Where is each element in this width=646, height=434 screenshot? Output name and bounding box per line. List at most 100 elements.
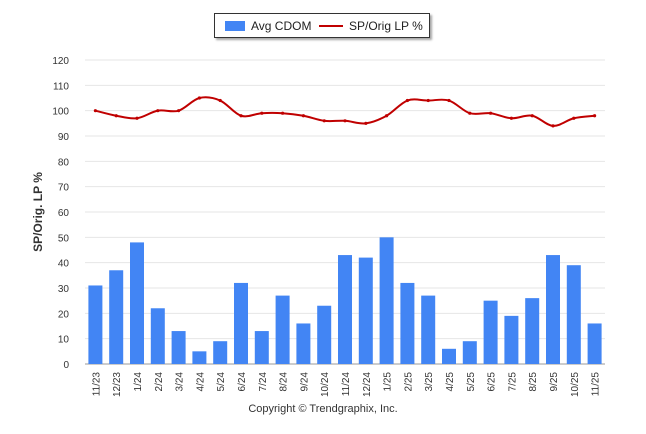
bar[interactable]	[462, 341, 477, 364]
y-tick-label: 120	[52, 56, 69, 67]
x-tick-label: 11/23	[91, 372, 102, 397]
x-tick-label: 3/24	[175, 372, 186, 392]
x-tick-label: 11/25	[591, 372, 602, 397]
bar[interactable]	[171, 331, 186, 364]
x-tick-label: 9/24	[299, 372, 310, 392]
legend-line-swatch	[319, 25, 343, 27]
line-point[interactable]	[593, 114, 597, 118]
line-point[interactable]	[385, 114, 389, 118]
line-point[interactable]	[156, 109, 160, 113]
line-point[interactable]	[509, 116, 513, 120]
bar[interactable]	[379, 237, 394, 364]
x-tick-label: 10/24	[320, 372, 331, 397]
y-tick-label: 10	[58, 335, 70, 346]
bar[interactable]	[275, 295, 290, 364]
y-tick-label: 110	[53, 81, 69, 92]
line-point[interactable]	[364, 121, 368, 125]
copyright-footer: Copyright © Trendgraphix, Inc.	[248, 403, 398, 415]
legend-bar-label: Avg CDOM	[251, 19, 312, 33]
bar[interactable]	[483, 300, 498, 364]
x-tick-label: 8/24	[279, 372, 290, 392]
line-point[interactable]	[530, 114, 534, 118]
line-point[interactable]	[281, 111, 285, 115]
legend: Avg CDOM SP/Orig LP %	[214, 13, 430, 38]
x-tick-label: 2/24	[154, 372, 165, 392]
bar-series-avg-cdom	[88, 237, 602, 364]
bar[interactable]	[587, 323, 602, 364]
y-tick-label: 40	[58, 259, 70, 270]
line-point[interactable]	[551, 124, 555, 128]
bar[interactable]	[338, 255, 352, 364]
line-point[interactable]	[572, 116, 576, 120]
bar[interactable]	[192, 351, 207, 364]
y-tick-label: 30	[58, 284, 70, 295]
line-point[interactable]	[218, 98, 222, 103]
bar[interactable]	[546, 255, 560, 364]
x-tick-label: 7/24	[258, 372, 269, 392]
bar[interactable]	[504, 315, 519, 364]
line-point[interactable]	[426, 98, 430, 103]
x-tick-label: 10/25	[570, 372, 581, 397]
y-tick-label: 50	[58, 233, 70, 244]
y-tick-label: 90	[58, 132, 70, 143]
legend-item-sp-orig-lp[interactable]: SP/Orig LP %	[319, 19, 423, 33]
bar[interactable]	[130, 242, 144, 364]
x-tick-label: 5/25	[466, 372, 477, 392]
bar[interactable]	[566, 265, 581, 364]
bar[interactable]	[421, 295, 436, 364]
bar[interactable]	[109, 270, 124, 364]
x-tick-label: 1/25	[383, 372, 394, 392]
line-point[interactable]	[114, 114, 118, 118]
line-point[interactable]	[447, 98, 451, 103]
x-tick-label: 7/25	[507, 372, 518, 392]
x-tick-label: 2/25	[403, 372, 414, 392]
line-point[interactable]	[322, 119, 326, 123]
line-point[interactable]	[93, 109, 97, 113]
line-point[interactable]	[239, 114, 243, 118]
x-tick-label: 9/25	[549, 372, 560, 392]
bar[interactable]	[254, 331, 269, 364]
line-point[interactable]	[301, 114, 305, 118]
x-tick-label: 1/24	[133, 372, 144, 392]
line-series-sp-orig-lp	[93, 96, 597, 128]
bar[interactable]	[358, 257, 373, 364]
x-tick-label: 12/23	[112, 372, 123, 397]
x-tick-label: 6/25	[487, 372, 498, 392]
bar[interactable]	[150, 308, 165, 364]
y-tick-label: 0	[63, 360, 69, 371]
bar[interactable]	[234, 282, 248, 364]
bar[interactable]	[400, 282, 415, 364]
x-tick-label: 4/25	[445, 372, 456, 392]
x-tick-label: 12/24	[362, 372, 373, 397]
x-tick-label: 3/25	[424, 372, 435, 392]
line-point[interactable]	[135, 116, 139, 120]
line-point[interactable]	[405, 98, 409, 103]
y-tick-label: 80	[58, 157, 70, 168]
y-tick-label: 100	[52, 107, 69, 118]
x-tick-label: 4/24	[195, 372, 206, 392]
legend-item-avg-cdom[interactable]: Avg CDOM	[225, 19, 311, 33]
bar[interactable]	[213, 341, 228, 364]
line-point[interactable]	[177, 109, 181, 113]
x-axis-ticks: 11/23 12/23 1/24 2/24 3/24 4/24 5/24 6/24 7/24 8/…	[91, 372, 601, 397]
bar[interactable]	[296, 323, 311, 364]
line-point[interactable]	[197, 96, 201, 100]
bar[interactable]	[317, 305, 332, 364]
x-tick-label: 6/24	[237, 372, 248, 392]
y-tick-label: 70	[58, 183, 70, 194]
y-axis-label: SP/Orig. LP %	[31, 172, 45, 252]
legend-bar-swatch	[225, 21, 245, 31]
line-point[interactable]	[489, 111, 493, 115]
x-tick-label: 8/25	[528, 372, 539, 392]
y-tick-label: 20	[58, 309, 70, 320]
line-point[interactable]	[260, 111, 264, 115]
y-axis-ticks: 0 10 20 30 40 50 60 70 80 90 100 110 120	[52, 56, 69, 371]
x-tick-label: 5/24	[216, 372, 227, 392]
bar[interactable]	[525, 298, 540, 364]
line-point[interactable]	[468, 111, 472, 115]
line-point[interactable]	[343, 119, 347, 123]
bar[interactable]	[88, 285, 103, 364]
bar[interactable]	[442, 348, 456, 364]
x-tick-label: 11/24	[341, 372, 352, 397]
